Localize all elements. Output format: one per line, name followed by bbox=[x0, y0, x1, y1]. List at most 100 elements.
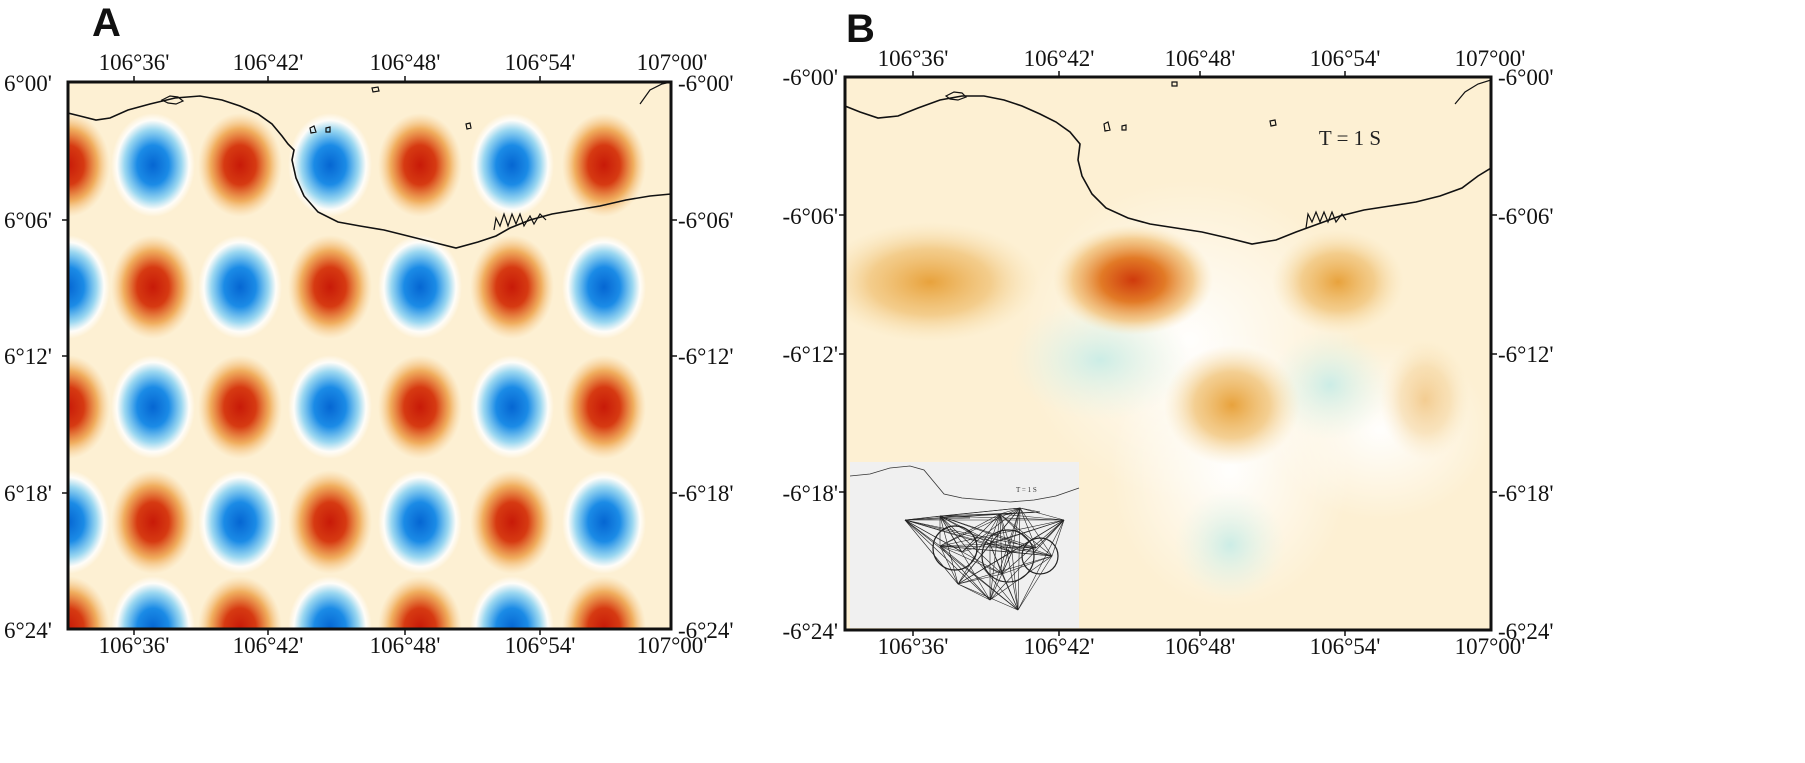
panel-a-right-ticks: -6°00' -6°06' -6°12' -6°18' -6°24' bbox=[678, 71, 734, 643]
ray-path bbox=[989, 543, 1053, 557]
red-anomaly bbox=[378, 113, 462, 217]
checkerboard-pattern bbox=[68, 113, 646, 629]
ray-path bbox=[1001, 507, 1021, 575]
ray-path bbox=[989, 543, 1003, 575]
blue-anomaly bbox=[111, 576, 195, 629]
blue-anomaly bbox=[111, 355, 195, 459]
inset-period-label: T = 1 S bbox=[1016, 486, 1037, 494]
top-tick: 107°00' bbox=[1455, 46, 1526, 71]
top-tick: 106°42' bbox=[1024, 46, 1095, 71]
ray-path bbox=[1019, 507, 1065, 521]
left-tick: 6°24' bbox=[4, 618, 52, 643]
ray-path bbox=[939, 545, 1003, 575]
left-tick: -6°18' bbox=[782, 481, 838, 506]
red-anomaly bbox=[68, 576, 110, 629]
right-tick: -6°24' bbox=[678, 618, 734, 643]
ray-path bbox=[957, 583, 1019, 611]
right-tick: -6°06' bbox=[678, 208, 734, 233]
coastline bbox=[845, 95, 1491, 245]
ray-path bbox=[957, 543, 991, 585]
inset-ray-paths bbox=[904, 507, 1065, 611]
ray-path bbox=[957, 583, 991, 601]
red-anomaly bbox=[1053, 225, 1213, 335]
panel-b: B T = 1 S T = 1 S bbox=[782, 7, 1553, 659]
blue-anomaly bbox=[470, 113, 554, 217]
bottom-tick: 106°48' bbox=[370, 633, 441, 658]
ray-loop bbox=[981, 529, 1035, 583]
coastline-islet bbox=[160, 82, 671, 134]
right-tick: -6°12' bbox=[1498, 342, 1554, 367]
blue-anomaly bbox=[68, 470, 110, 574]
ray-path bbox=[989, 507, 1021, 601]
red-anomaly bbox=[198, 113, 282, 217]
panel-b-letter: B bbox=[846, 7, 875, 51]
panel-a-map bbox=[68, 82, 671, 629]
panel-a-left-ticks: 6°00' 6°06' 6°12' 6°18' 6°24' bbox=[4, 71, 52, 643]
ray-path bbox=[939, 515, 1065, 521]
period-label: T = 1 S bbox=[1319, 126, 1381, 150]
blue-anomaly bbox=[198, 235, 282, 339]
coastline-harbour bbox=[1305, 210, 1347, 229]
red-anomaly bbox=[111, 235, 195, 339]
ray-path bbox=[939, 545, 959, 585]
blue-anomaly bbox=[68, 235, 110, 339]
left-tick: -6°06' bbox=[782, 204, 838, 229]
blue-anomaly bbox=[288, 113, 372, 217]
ray-path bbox=[939, 507, 1021, 517]
blue-anomaly bbox=[470, 355, 554, 459]
right-tick: -6°06' bbox=[1498, 204, 1554, 229]
ray-path bbox=[939, 519, 1065, 547]
top-tick: 106°36' bbox=[878, 46, 949, 71]
panel-b-left-ticks: -6°00' -6°06' -6°12' -6°18' -6°24' bbox=[782, 65, 838, 644]
ray-path bbox=[999, 507, 1021, 515]
ray-path bbox=[939, 545, 991, 601]
ray-path bbox=[989, 543, 1037, 549]
ray-path bbox=[1019, 507, 1053, 557]
inset-raypath-plot: T = 1 S bbox=[849, 462, 1080, 628]
ray-path bbox=[939, 515, 1019, 611]
bottom-tick: 106°42' bbox=[1024, 634, 1095, 659]
left-tick: 6°00' bbox=[4, 71, 52, 96]
top-tick: 106°54' bbox=[1310, 46, 1381, 71]
ray-path bbox=[957, 573, 1003, 585]
left-tick: 6°18' bbox=[4, 481, 52, 506]
panel-a: A 106°36' 106°42' 106°48' 106°54' 107°00… bbox=[4, 1, 734, 658]
right-tick: -6°24' bbox=[1498, 619, 1554, 644]
red-anomaly bbox=[198, 355, 282, 459]
top-tick: 107°00' bbox=[637, 50, 708, 75]
ray-path bbox=[939, 513, 1001, 547]
right-tick: -6°00' bbox=[1498, 65, 1554, 90]
right-tick: -6°00' bbox=[678, 71, 734, 96]
ray-path bbox=[999, 513, 1053, 557]
coastline-islet bbox=[944, 79, 1491, 132]
panel-b-right-ticks: -6°00' -6°06' -6°12' -6°18' -6°24' bbox=[1498, 65, 1554, 644]
red-anomaly bbox=[470, 235, 554, 339]
ray-path bbox=[904, 519, 991, 601]
bottom-tick: 107°00' bbox=[637, 633, 708, 658]
ray-path bbox=[1001, 555, 1053, 575]
coastline-harbour bbox=[493, 212, 547, 231]
panel-b-map: T = 1 S T = 1 S bbox=[845, 77, 1491, 630]
ray-path bbox=[1017, 555, 1053, 611]
blue-anomaly bbox=[562, 470, 646, 574]
ray-path bbox=[1017, 519, 1065, 611]
orange-anomaly bbox=[1380, 340, 1470, 460]
ray-path bbox=[939, 507, 1021, 547]
ray-loop bbox=[932, 525, 978, 571]
ray-path bbox=[939, 515, 991, 601]
blue-anomaly bbox=[288, 355, 372, 459]
ray-path bbox=[989, 543, 1013, 553]
right-tick: -6°18' bbox=[678, 481, 734, 506]
right-tick: -6°12' bbox=[678, 344, 734, 369]
left-tick: 6°06' bbox=[4, 208, 52, 233]
ray-path bbox=[1001, 573, 1019, 611]
ray-path bbox=[904, 519, 959, 585]
orange-anomaly bbox=[1164, 345, 1300, 465]
ray-path bbox=[1011, 551, 1053, 557]
ray-path bbox=[989, 519, 1065, 601]
bottom-tick: 106°54' bbox=[1310, 634, 1381, 659]
blue-anomaly bbox=[470, 576, 554, 629]
orange-anomaly bbox=[845, 222, 1040, 342]
red-anomaly bbox=[470, 470, 554, 574]
